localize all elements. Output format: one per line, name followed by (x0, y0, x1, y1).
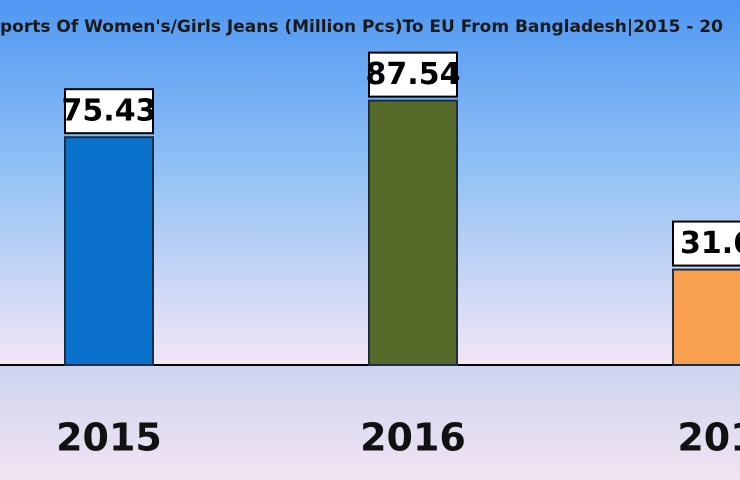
value-label: 31.6 (680, 226, 740, 261)
value-label: 75.43 (62, 94, 157, 129)
chart-title: ports Of Women's/Girls Jeans (Million Pc… (0, 17, 723, 37)
value-label-box (672, 220, 740, 267)
bar (672, 268, 740, 366)
bar (368, 99, 458, 366)
axis-background (0, 365, 740, 480)
value-label: 87.54 (366, 57, 461, 92)
x-tick-label: 2016 (360, 416, 466, 460)
value-label-box (368, 51, 458, 98)
x-tick-label: 2015 (56, 416, 162, 460)
value-label-box (64, 88, 154, 135)
bar (64, 136, 154, 366)
x-tick-label: 201 (677, 416, 740, 460)
